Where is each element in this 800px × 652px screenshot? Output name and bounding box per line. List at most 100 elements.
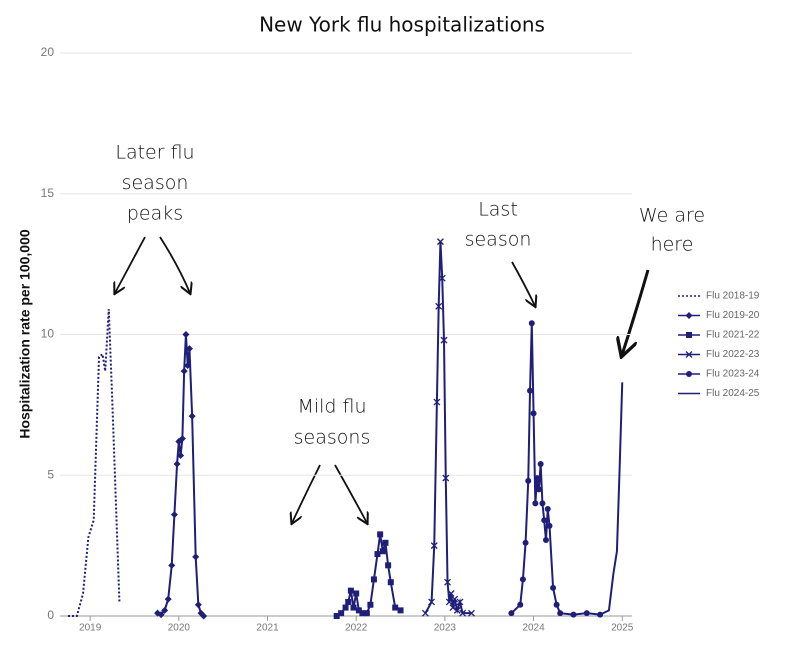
- point: [428, 598, 436, 606]
- point: [430, 542, 438, 550]
- series-line: [424, 241, 472, 615]
- point: [374, 551, 381, 558]
- legend-marker: [685, 351, 693, 358]
- point: [440, 336, 448, 344]
- point: [557, 610, 564, 617]
- annotation: We are: [639, 205, 705, 227]
- point: [550, 584, 557, 591]
- point: [345, 598, 352, 605]
- point: [447, 590, 455, 597]
- series: [421, 238, 475, 617]
- legend-label: Flu 2018-19: [706, 291, 760, 302]
- point: [535, 486, 542, 493]
- point: [522, 539, 529, 546]
- series-line: [510, 323, 601, 616]
- x-tick-label: 2023: [434, 623, 457, 634]
- point: [180, 367, 188, 375]
- point: [508, 610, 515, 617]
- point: [367, 601, 374, 608]
- point: [583, 610, 590, 617]
- point: [445, 598, 453, 606]
- point: [161, 606, 169, 614]
- point: [528, 320, 535, 327]
- point: [164, 595, 172, 603]
- y-tick-label: 5: [47, 467, 54, 481]
- point: [342, 604, 349, 611]
- point: [453, 606, 461, 614]
- point: [347, 587, 354, 594]
- legend-label: Flu 2023-24: [706, 369, 760, 380]
- point: [546, 522, 553, 529]
- point: [527, 387, 534, 394]
- y-axis-label: Hospitalization rate per 100,000: [17, 229, 33, 439]
- point: [532, 500, 539, 507]
- x-tick-label: 2020: [168, 623, 191, 634]
- annotation: seasons: [294, 427, 371, 449]
- point: [517, 601, 524, 608]
- legend-marker: [685, 312, 693, 319]
- point: [519, 576, 526, 583]
- series: [508, 320, 604, 618]
- point: [182, 331, 190, 338]
- legend-marker: [686, 371, 692, 377]
- point: [177, 452, 185, 460]
- point: [468, 609, 475, 617]
- point: [392, 604, 399, 611]
- y-tick-label: 20: [41, 45, 55, 59]
- point: [157, 611, 165, 619]
- annotation: season: [122, 172, 189, 194]
- legend-label: Flu 2022-23: [706, 349, 760, 360]
- point: [530, 410, 537, 417]
- point: [541, 517, 548, 524]
- point: [444, 578, 452, 586]
- series: [599, 382, 624, 616]
- legend-marker: [686, 332, 692, 338]
- point: [539, 500, 546, 507]
- point: [542, 536, 549, 543]
- annotation: season: [465, 229, 532, 251]
- point: [382, 539, 389, 546]
- point: [200, 612, 208, 620]
- legend-label: Flu 2019-20: [706, 310, 760, 321]
- series-line: [67, 309, 121, 617]
- point: [436, 238, 444, 246]
- annotation: Last: [478, 199, 518, 221]
- series: [154, 331, 208, 620]
- point: [435, 302, 443, 310]
- point: [370, 576, 377, 583]
- point: [570, 611, 577, 618]
- point: [192, 553, 200, 561]
- point: [433, 398, 441, 406]
- point: [544, 506, 551, 513]
- arrows: [115, 236, 650, 523]
- series-line: [599, 382, 624, 616]
- point: [385, 562, 392, 569]
- point: [355, 607, 362, 614]
- point: [553, 601, 560, 608]
- series: [67, 309, 121, 617]
- annotation: peaks: [127, 203, 183, 225]
- point: [170, 511, 178, 519]
- point: [168, 561, 176, 569]
- point: [184, 361, 192, 369]
- x-tick-label: 2022: [345, 623, 368, 634]
- point: [333, 613, 340, 619]
- point: [379, 548, 386, 555]
- annotation: here: [651, 234, 694, 256]
- point: [387, 579, 394, 586]
- point: [456, 598, 464, 606]
- x-tick-label: 2025: [611, 623, 634, 634]
- y-tick-label: 0: [47, 608, 54, 622]
- point: [353, 590, 360, 597]
- annotation: Mild flu: [297, 396, 366, 418]
- point: [534, 475, 541, 482]
- y-tick-label: 10: [41, 327, 55, 341]
- point: [188, 412, 196, 420]
- x-tick-label: 2021: [256, 623, 279, 634]
- point: [442, 474, 450, 482]
- point: [537, 460, 544, 467]
- chart-title: New York flu hospitalizations: [259, 13, 545, 37]
- point: [459, 609, 467, 617]
- point: [363, 610, 370, 617]
